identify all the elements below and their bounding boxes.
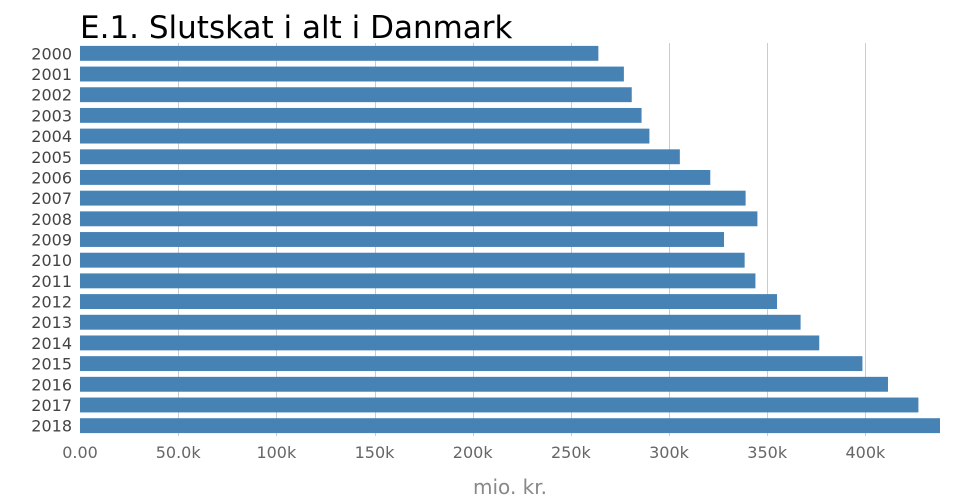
chart-title: E.1. Slutskat i alt i Danmark — [80, 10, 513, 46]
x-tick-label: 50.0k — [156, 443, 202, 462]
y-tick-label: 2002 — [31, 86, 72, 105]
bar-2007 — [80, 190, 746, 206]
bar-2003 — [80, 107, 642, 123]
y-tick-label: 2000 — [31, 44, 72, 63]
y-tick-label: 2004 — [31, 127, 72, 146]
bar-2010 — [80, 252, 745, 268]
x-tick-label: 250k — [551, 443, 592, 462]
y-tick-label: 2006 — [31, 168, 72, 187]
bar-2017 — [80, 397, 919, 413]
y-tick-label: 2003 — [31, 106, 72, 125]
y-tick-label: 2005 — [31, 148, 72, 167]
bar-2001 — [80, 66, 624, 82]
y-tick-label: 2012 — [31, 293, 72, 312]
bar-2002 — [80, 87, 632, 103]
bar-2014 — [80, 335, 820, 351]
y-tick-label: 2001 — [31, 65, 72, 84]
y-tick-label: 2011 — [31, 272, 72, 291]
bar-2005 — [80, 149, 680, 165]
bar-2013 — [80, 314, 801, 330]
bar-2000 — [80, 45, 599, 61]
bar-2004 — [80, 128, 650, 144]
x-tick-label: 150k — [355, 443, 396, 462]
bar-2009 — [80, 232, 725, 247]
x-axis-label: mio. kr. — [473, 475, 547, 499]
bar-2012 — [80, 294, 778, 309]
x-tick-label: 200k — [453, 443, 494, 462]
y-tick-label: 2017 — [31, 396, 72, 415]
y-tick-label: 2016 — [31, 375, 72, 394]
y-tick-label: 2014 — [31, 334, 72, 353]
bar-2015 — [80, 356, 863, 372]
y-tick-label: 2008 — [31, 210, 72, 229]
bar-2018 — [80, 418, 940, 434]
x-tick-label: 400k — [845, 443, 886, 462]
y-tick-label: 2013 — [31, 313, 72, 332]
y-tick-label: 2018 — [31, 417, 72, 436]
x-tick-label: 100k — [256, 443, 297, 462]
y-tick-label: 2009 — [31, 231, 72, 250]
x-axis-tick-labels: 0.00 50.0k 100k 150k 200k 250k 300k 350k 400k — [62, 443, 886, 462]
y-tick-label: 2007 — [31, 189, 72, 208]
x-tick-label: 0.00 — [62, 443, 98, 462]
bars — [80, 45, 940, 434]
bar-2011 — [80, 273, 756, 289]
x-tick-label: 300k — [649, 443, 690, 462]
y-tick-label: 2010 — [31, 251, 72, 270]
bar-2016 — [80, 376, 888, 392]
y-tick-label: 2015 — [31, 355, 72, 374]
x-tick-label: 350k — [747, 443, 788, 462]
bar-2008 — [80, 211, 758, 227]
bar-2006 — [80, 170, 711, 185]
